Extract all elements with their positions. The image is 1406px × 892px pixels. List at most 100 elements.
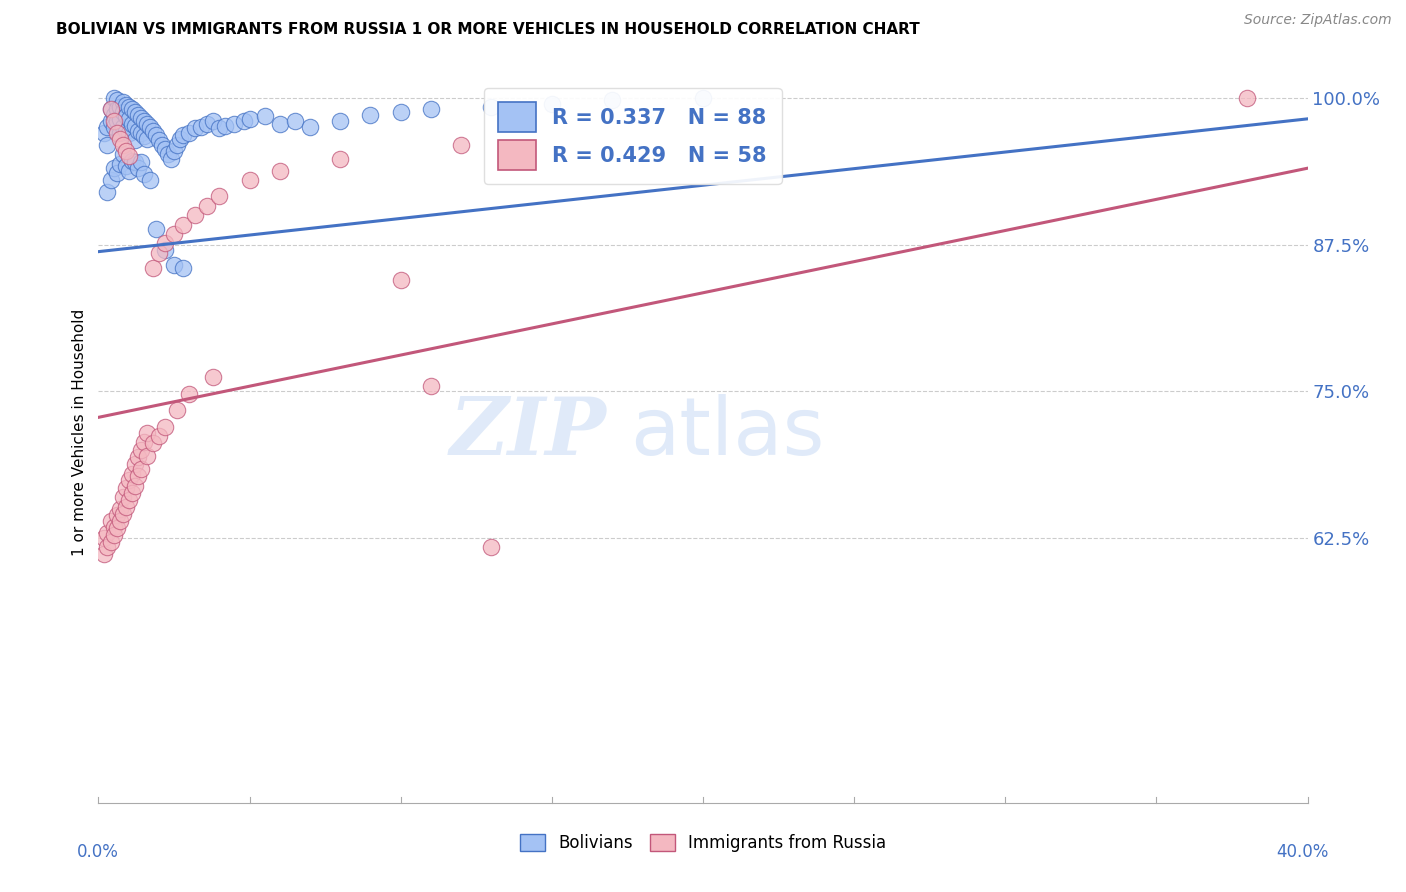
Point	[93, 532, 115, 546]
Point	[121, 485, 143, 500]
Point	[108, 100, 131, 114]
Point	[135, 117, 157, 131]
Point	[127, 161, 149, 176]
Point	[111, 120, 134, 134]
Point	[179, 387, 201, 401]
Point	[208, 189, 231, 203]
Point	[118, 126, 141, 140]
Point	[135, 449, 157, 463]
Point	[129, 443, 152, 458]
Point	[142, 261, 165, 276]
Y-axis label: 1 or more Vehicles in Household: 1 or more Vehicles in Household	[72, 309, 87, 557]
Point	[481, 100, 503, 114]
Point	[129, 155, 152, 169]
Point	[121, 117, 143, 131]
Point	[135, 132, 157, 146]
Point	[269, 163, 291, 178]
Point	[114, 159, 136, 173]
Point	[118, 100, 141, 114]
Point	[124, 458, 146, 472]
Point	[103, 161, 125, 176]
Point	[195, 117, 218, 131]
Point	[108, 132, 131, 146]
Point	[224, 117, 246, 131]
Point	[253, 110, 276, 124]
Point	[163, 227, 186, 241]
Point	[124, 119, 146, 133]
Point	[450, 137, 472, 152]
Point	[100, 535, 122, 549]
Point	[139, 120, 162, 134]
Point	[239, 112, 262, 126]
Point	[118, 163, 141, 178]
Point	[111, 104, 134, 119]
Point	[172, 128, 194, 143]
Point	[208, 121, 231, 136]
Point	[132, 129, 155, 144]
Point	[139, 173, 162, 187]
Point	[195, 199, 218, 213]
Point	[129, 111, 152, 125]
Point	[129, 126, 152, 140]
Point	[105, 166, 128, 180]
Point	[169, 132, 191, 146]
Point	[100, 103, 122, 117]
Point	[153, 419, 176, 434]
Point	[96, 120, 118, 134]
Point	[135, 425, 157, 440]
Point	[329, 114, 352, 128]
Point	[108, 112, 131, 126]
Point	[420, 378, 443, 392]
Point	[150, 137, 173, 152]
Point	[142, 436, 165, 450]
Point	[153, 142, 176, 156]
Point	[105, 508, 128, 522]
Point	[103, 91, 125, 105]
Point	[166, 137, 188, 152]
Point	[190, 120, 212, 134]
Point	[269, 117, 291, 131]
Point	[172, 218, 194, 232]
Point	[96, 185, 118, 199]
Point	[145, 128, 167, 143]
Point	[284, 114, 307, 128]
Point	[692, 91, 714, 105]
Text: Source: ZipAtlas.com: Source: ZipAtlas.com	[1244, 13, 1392, 28]
Point	[118, 149, 141, 163]
Legend: Bolivians, Immigrants from Russia: Bolivians, Immigrants from Russia	[513, 827, 893, 859]
Point	[132, 114, 155, 128]
Point	[124, 155, 146, 169]
Text: BOLIVIAN VS IMMIGRANTS FROM RUSSIA 1 OR MORE VEHICLES IN HOUSEHOLD CORRELATION C: BOLIVIAN VS IMMIGRANTS FROM RUSSIA 1 OR …	[56, 22, 920, 37]
Point	[179, 126, 201, 140]
Point	[232, 114, 254, 128]
Point	[114, 97, 136, 112]
Point	[127, 123, 149, 137]
Point	[389, 104, 412, 119]
Point	[1236, 91, 1258, 105]
Point	[184, 208, 207, 222]
Text: 40.0%: 40.0%	[1277, 843, 1329, 861]
Point	[124, 133, 146, 147]
Point	[602, 93, 624, 107]
Point	[105, 521, 128, 535]
Point	[481, 540, 503, 554]
Point	[163, 144, 186, 158]
Point	[129, 462, 152, 476]
Point	[111, 507, 134, 521]
Point	[103, 528, 125, 542]
Point	[103, 108, 125, 122]
Point	[239, 173, 262, 187]
Point	[148, 133, 170, 147]
Point	[108, 502, 131, 516]
Point	[103, 114, 125, 128]
Point	[202, 114, 225, 128]
Point	[202, 370, 225, 384]
Point	[153, 244, 176, 258]
Point	[214, 119, 236, 133]
Text: ZIP: ZIP	[450, 394, 606, 471]
Point	[184, 121, 207, 136]
Point	[127, 450, 149, 465]
Point	[105, 114, 128, 128]
Point	[329, 152, 352, 166]
Point	[93, 547, 115, 561]
